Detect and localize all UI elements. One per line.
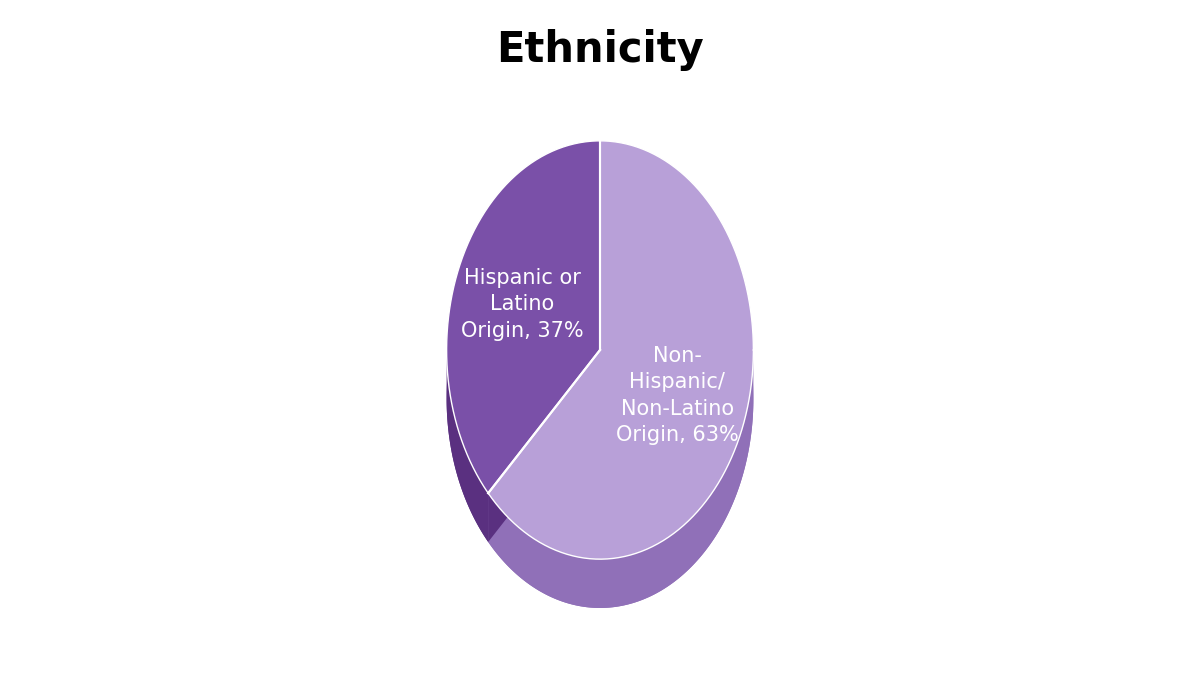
Text: Non-
Hispanic/
Non-Latino
Origin, 63%: Non- Hispanic/ Non-Latino Origin, 63% [616,346,739,445]
Polygon shape [446,190,600,542]
Polygon shape [488,190,754,608]
Text: Hispanic or
Latino
Origin, 37%: Hispanic or Latino Origin, 37% [461,268,584,341]
Polygon shape [446,351,488,542]
Polygon shape [446,141,600,494]
Polygon shape [488,350,600,542]
Polygon shape [488,351,754,608]
Polygon shape [488,141,754,559]
Text: Ethnicity: Ethnicity [496,29,704,71]
